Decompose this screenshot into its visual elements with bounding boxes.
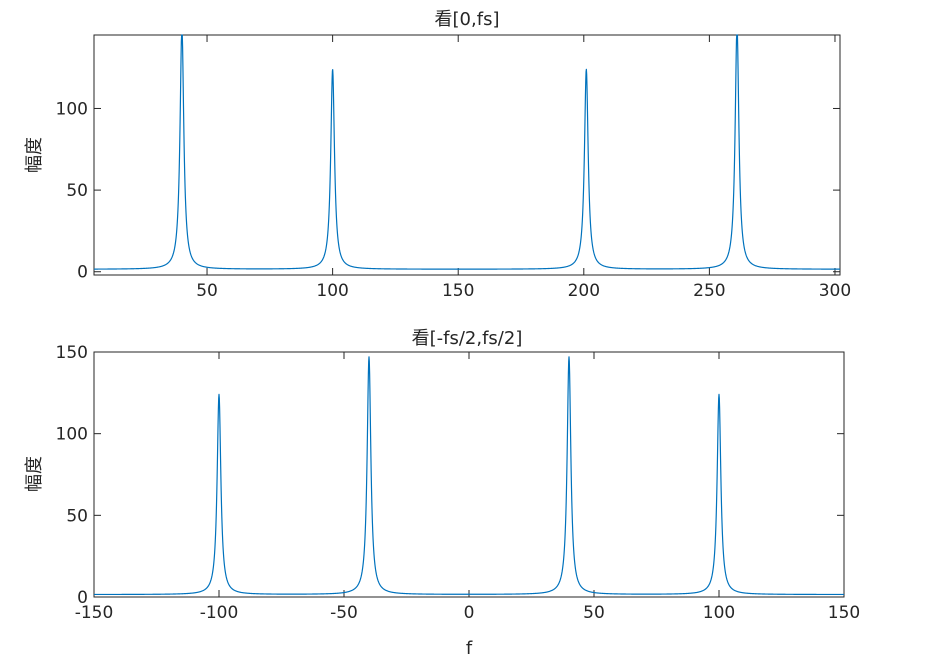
bottom-ylabel: 幅度 [24,456,45,492]
bottom-ytick-label: 50 [66,506,88,526]
top-axes-box [93,34,841,276]
top-title: 看[0,fs] [435,9,500,30]
bottom-axes-box [93,351,845,598]
top-series-line [93,34,841,270]
top-ytick-label: 50 [66,181,88,201]
top-xtick-label: 150 [442,281,474,301]
bottom-xtick-label: 100 [703,603,735,623]
bottom-ytick-label: 100 [56,425,88,445]
bottom-tick-group: -150 -100 -50 0 50 100 150 0 50 100 150 [56,343,861,623]
top-xtick-label: 100 [316,281,348,301]
bottom-ytick-label: 0 [77,588,88,608]
bottom-ytick-label: 150 [56,343,88,363]
top-xtick-label: 300 [819,281,851,301]
top-subplot: 看[0,fs] 50 100 150 200 250 300 0 50 100 幅度 [24,9,851,301]
top-xtick-label: 200 [568,281,600,301]
top-ytick-label: 100 [56,99,88,119]
bottom-xtick-label: 0 [464,603,475,623]
top-ytick-label: 0 [77,263,88,283]
top-xtick-label: 250 [693,281,725,301]
bottom-series-line [93,356,845,596]
bottom-subplot: 看[-fs/2,fs/2] -150 -100 -50 0 50 100 150 0 50 100… [24,328,860,659]
bottom-xtick-label: -150 [75,603,114,623]
bottom-xtick-label: -50 [330,603,358,623]
top-xtick-label: 50 [196,281,218,301]
bottom-xtick-label: 150 [828,603,860,623]
top-tick-group: 50 100 150 200 250 300 0 50 100 [56,35,851,301]
bottom-xtick-label: 50 [583,603,605,623]
bottom-title: 看[-fs/2,fs/2] [412,328,523,349]
bottom-xtick-label: -100 [200,603,239,623]
bottom-xlabel: f [466,638,473,659]
top-ylabel: 幅度 [24,137,45,173]
